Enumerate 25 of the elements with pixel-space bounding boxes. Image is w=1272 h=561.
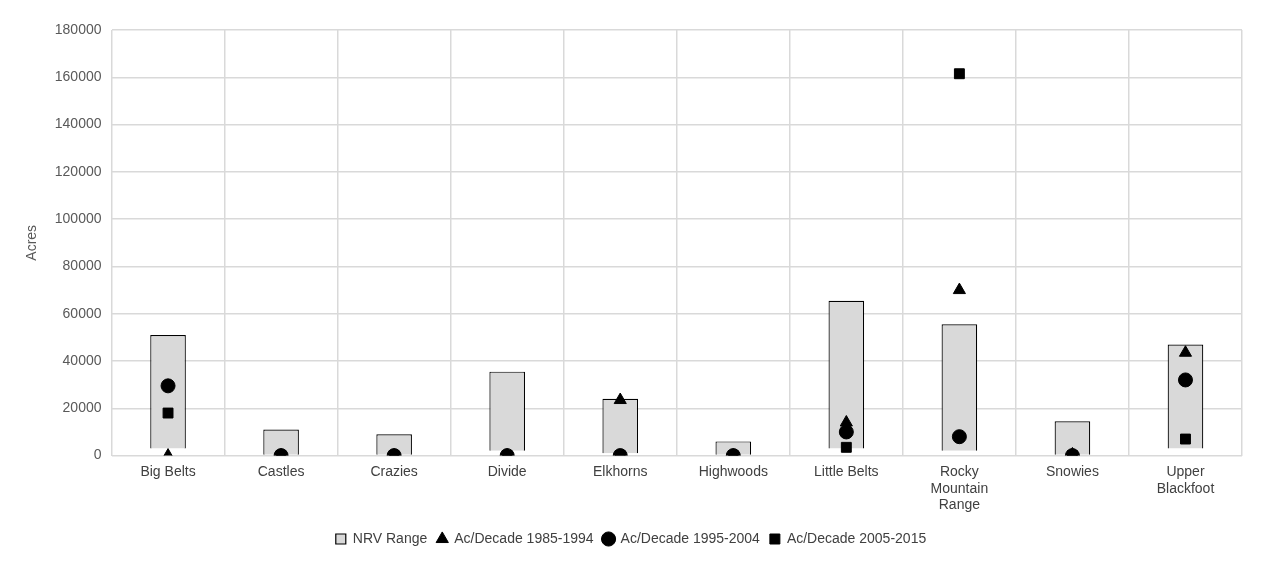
legend-label: NRV Range bbox=[352, 529, 428, 546]
x-tick-label: Highwoods bbox=[698, 462, 768, 479]
x-tick-label: Upper Blackfoot bbox=[1156, 462, 1215, 496]
y-tick-label: 60000 bbox=[62, 304, 102, 321]
legend-label: Ac/Decade 1985-1994 bbox=[454, 529, 594, 546]
y-tick-label: 120000 bbox=[54, 162, 102, 179]
x-tick-label: Elkhorns bbox=[593, 462, 648, 479]
y-tick-label: 160000 bbox=[54, 68, 102, 85]
y-tick-label: 20000 bbox=[62, 399, 102, 416]
y-tick-label: 100000 bbox=[54, 210, 102, 227]
y-tick-label: 40000 bbox=[62, 351, 102, 368]
y-tick-label: 80000 bbox=[62, 257, 102, 274]
x-tick-label: Snowies bbox=[1045, 462, 1099, 479]
x-tick-label: Crazies bbox=[370, 462, 418, 479]
x-tick-label: Big Belts bbox=[140, 462, 196, 479]
legend-label: Ac/Decade 2005-2015 bbox=[786, 529, 927, 546]
x-tick-label: Castles bbox=[257, 462, 305, 479]
x-tick-label: Divide bbox=[487, 462, 527, 479]
x-tick-label: Little Belts bbox=[814, 462, 879, 479]
y-axis-title: Acres bbox=[23, 224, 40, 261]
y-tick-label: 180000 bbox=[54, 20, 102, 37]
y-tick-label: 140000 bbox=[54, 115, 102, 132]
x-tick-label: Rocky Mountain Range bbox=[930, 462, 989, 513]
y-tick-label: 0 bbox=[93, 446, 102, 463]
legend-label: Ac/Decade 1995-2004 bbox=[620, 529, 761, 546]
